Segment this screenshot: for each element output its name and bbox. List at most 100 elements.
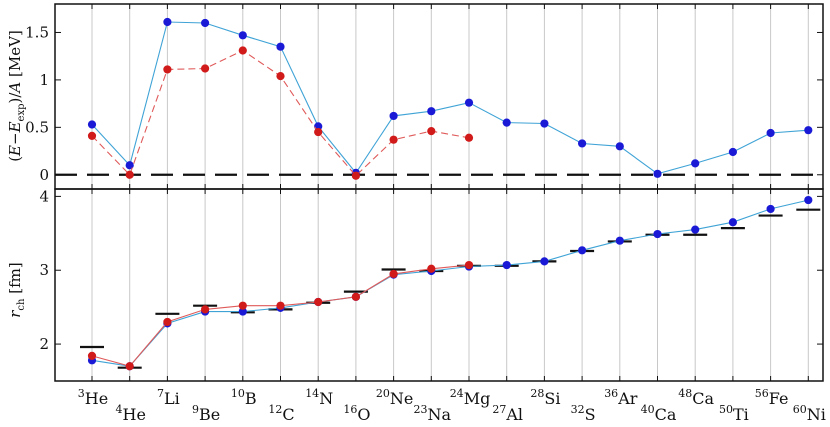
bottom-ylabel-sub: ch xyxy=(16,298,27,311)
nucleus-mass-number: 4 xyxy=(115,403,122,416)
bottom-blue-series-point xyxy=(578,246,587,255)
top-red-series-point xyxy=(125,170,134,179)
nucleus-mass-number: 60 xyxy=(793,403,807,416)
bottom-blue-series-point xyxy=(615,236,624,245)
bottom-y-axis-label: rch [fm] xyxy=(6,262,27,317)
top-red-series-point xyxy=(427,127,436,136)
nucleus-label: 32S xyxy=(571,403,596,424)
nucleus-label: 40Ca xyxy=(641,403,677,424)
bottom-blue-series-point xyxy=(766,204,775,214)
nucleus-mass-number: 16 xyxy=(343,403,357,416)
bottom-blue-series-point xyxy=(502,260,511,270)
bottom-red-series-point xyxy=(201,305,210,314)
top-ylabel-minus: − xyxy=(6,132,24,145)
nucleus-label: 48Ca xyxy=(678,387,714,408)
nucleus-element: He xyxy=(85,389,108,408)
nucleus-mass-number: 14 xyxy=(305,387,319,400)
nucleus-element: He xyxy=(122,405,145,424)
bottom-y-tick-label: 3 xyxy=(39,261,49,279)
top-blue-series-point xyxy=(502,118,511,127)
nucleus-mass-number: 23 xyxy=(414,403,428,416)
top-blue-series-point xyxy=(464,98,474,107)
top-y-tick-label: 0 xyxy=(39,166,49,184)
bottom-y-tick-label: 4 xyxy=(39,187,49,205)
top-y-tick-label: 1.5 xyxy=(25,23,49,41)
top-blue-series-point xyxy=(728,147,738,157)
nucleus-mass-number: 12 xyxy=(268,403,282,416)
nucleus-element: Al xyxy=(505,405,523,424)
bottom-red-series-point xyxy=(87,351,97,360)
top-blue-series-point xyxy=(125,161,134,170)
bottom-blue-series-line xyxy=(91,199,809,367)
top-blue-series-point xyxy=(427,107,436,116)
nucleus-element: Ca xyxy=(692,389,714,408)
nucleus-element: Ca xyxy=(655,405,677,424)
top-blue-series-point xyxy=(540,119,549,128)
top-ylabel-close: )/ xyxy=(6,92,24,104)
bottom-red-series-point xyxy=(351,292,360,301)
nucleus-element: S xyxy=(585,405,596,424)
top-blue-series-point xyxy=(87,120,97,129)
bottom-ylabel-r: r xyxy=(6,310,24,318)
top-ylabel-sub: exp xyxy=(16,103,27,121)
bottom-red-series-point xyxy=(238,301,247,310)
nucleus-label: 3He xyxy=(78,387,108,408)
bottom-red-series-point xyxy=(314,297,323,307)
top-red-series-point xyxy=(351,171,360,180)
nucleus-label: 24Mg xyxy=(450,387,491,408)
bottom-blue-series-point xyxy=(691,225,700,234)
nucleus-mass-number: 32 xyxy=(571,403,585,416)
top-y-tick-label: 0.5 xyxy=(25,118,49,136)
top-blue-series-point xyxy=(615,142,624,151)
nucleus-label: 27Al xyxy=(492,403,523,424)
bottom-blue-series-point xyxy=(728,218,738,227)
top-ylabel-a: A xyxy=(6,82,24,95)
bottom-red-series-point xyxy=(125,362,134,371)
nucleus-mass-number: 50 xyxy=(719,403,733,416)
bottom-y-tick-label: 2 xyxy=(39,335,49,353)
nucleus-mass-number: 28 xyxy=(530,387,544,400)
bottom-red-series-point xyxy=(464,260,474,270)
nucleus-label: 28Si xyxy=(530,387,560,408)
nucleus-element: Fe xyxy=(769,389,789,408)
top-blue-series-point xyxy=(766,128,775,138)
top-ylabel-open: ( xyxy=(6,156,24,162)
nucleus-element: Ti xyxy=(733,405,749,424)
nucleus-element: C xyxy=(282,405,294,424)
bottom-blue-series-point xyxy=(804,195,813,205)
top-red-series-point xyxy=(87,131,97,140)
top-blue-series-point xyxy=(691,159,700,168)
top-red-series-point xyxy=(314,127,323,137)
top-blue-series-point xyxy=(238,31,247,40)
nucleus-mass-number: 9 xyxy=(192,403,199,416)
y-tick-labels: 0 0.5 1 1.5 2 3 4 xyxy=(25,23,49,353)
nucleus-label: 9Be xyxy=(192,403,220,424)
nucleus-label: 12C xyxy=(268,403,294,424)
nucleus-label: 4He xyxy=(115,403,145,424)
bottom-red-series-point xyxy=(276,301,285,310)
top-blue-series-point xyxy=(804,126,813,135)
nucleus-label: 36Ar xyxy=(604,387,638,408)
nucleus-mass-number: 40 xyxy=(641,403,655,416)
top-red-series-point xyxy=(238,46,247,55)
experiment-bars xyxy=(80,208,821,369)
top-panel-frame xyxy=(54,3,824,190)
grid-lines xyxy=(91,4,809,381)
nucleus-element: Ni xyxy=(807,405,826,424)
nucleus-label: 56Fe xyxy=(755,387,789,408)
bottom-panel-frame xyxy=(54,188,824,382)
nucleus-label: 23Na xyxy=(414,403,452,424)
top-ylabel-e2: E xyxy=(6,121,24,133)
nucleus-mass-number: 56 xyxy=(755,387,769,400)
top-red-series-point xyxy=(276,72,285,81)
nucleus-element: Mg xyxy=(464,389,491,408)
nucleus-element: Ar xyxy=(617,389,638,408)
nucleus-element: Be xyxy=(199,405,220,424)
nucleus-element: B xyxy=(245,389,257,408)
top-blue-series-point xyxy=(276,42,285,51)
top-red-series-point xyxy=(389,135,398,144)
nucleus-label: 16O xyxy=(343,403,370,424)
nucleus-mass-number: 20 xyxy=(376,387,390,400)
nucleus-mass-number: 48 xyxy=(678,387,692,400)
